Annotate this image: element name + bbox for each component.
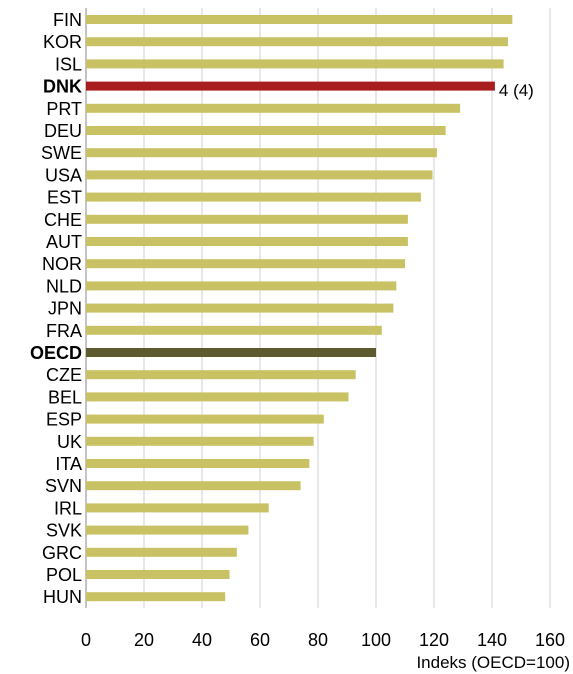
bar-usa — [86, 170, 433, 180]
category-label-prt: PRT — [46, 99, 82, 119]
x-tick-0: 0 — [81, 630, 91, 650]
bar-prt — [86, 103, 461, 113]
bar-est — [86, 192, 421, 202]
bar-kor — [86, 37, 508, 47]
category-label-uk: UK — [57, 432, 82, 452]
category-label-jpn: JPN — [48, 299, 82, 319]
category-label-aut: AUT — [46, 232, 82, 252]
bar-deu — [86, 126, 446, 135]
category-label-pol: POL — [46, 565, 82, 585]
category-label-fra: FRA — [46, 321, 82, 341]
x-tick-labels: 0 20 40 60 80 100 120 140 160 — [81, 630, 565, 650]
category-label-bel: BEL — [48, 387, 82, 407]
bar-swe — [86, 148, 437, 158]
bar-isl — [86, 59, 504, 69]
category-label-cze: CZE — [46, 365, 82, 385]
bar-hun — [86, 592, 226, 602]
bar-che — [86, 214, 408, 224]
bar-irl — [86, 503, 269, 513]
category-label-isl: ISL — [55, 54, 82, 74]
bar-dnk — [86, 81, 495, 91]
x-tick-100: 100 — [361, 630, 391, 650]
bar-nor — [86, 259, 405, 269]
category-label-swe: SWE — [41, 143, 82, 163]
category-label-ita: ITA — [55, 454, 82, 474]
category-label-deu: DEU — [44, 121, 82, 141]
category-label-grc: GRC — [42, 543, 82, 563]
category-label-svn: SVN — [45, 476, 82, 496]
x-tick-40: 40 — [192, 630, 212, 650]
category-label-hun: HUN — [43, 587, 82, 607]
bar-oecd — [86, 348, 376, 357]
x-tick-160: 160 — [535, 630, 565, 650]
bars-group — [86, 15, 513, 602]
x-tick-120: 120 — [419, 630, 449, 650]
category-label-usa: USA — [45, 165, 82, 185]
bar-grc — [86, 547, 237, 557]
category-label-nld: NLD — [46, 276, 82, 296]
bar-aut — [86, 237, 408, 246]
dnk-annotation-label: 4 (4) — [499, 81, 534, 100]
category-label-est: EST — [47, 188, 82, 208]
bar-svn — [86, 481, 301, 491]
bar-bel — [86, 392, 349, 402]
x-tick-60: 60 — [250, 630, 270, 650]
bar-esp — [86, 414, 324, 424]
bar-fin — [86, 15, 513, 24]
bar-nld — [86, 281, 397, 291]
bar-pol — [86, 570, 230, 579]
category-label-esp: ESP — [46, 410, 82, 430]
x-axis-label: Indeks (OECD=100) — [416, 653, 570, 672]
category-label-kor: KOR — [43, 32, 82, 52]
category-label-oecd: OECD — [30, 343, 82, 363]
bar-cze — [86, 370, 356, 380]
category-label-fin: FIN — [53, 10, 82, 30]
bar-uk — [86, 436, 314, 446]
bar-jpn — [86, 303, 394, 313]
category-label-che: CHE — [44, 210, 82, 230]
x-tick-140: 140 — [477, 630, 507, 650]
bar-svk — [86, 525, 249, 535]
x-tick-80: 80 — [308, 630, 328, 650]
x-tick-20: 20 — [134, 630, 154, 650]
bar-fra — [86, 325, 382, 335]
category-label-irl: IRL — [54, 498, 82, 518]
category-label-dnk: DNK — [43, 77, 82, 97]
bar-ita — [86, 459, 310, 468]
category-label-svk: SVK — [46, 521, 82, 541]
category-label-nor: NOR — [42, 254, 82, 274]
